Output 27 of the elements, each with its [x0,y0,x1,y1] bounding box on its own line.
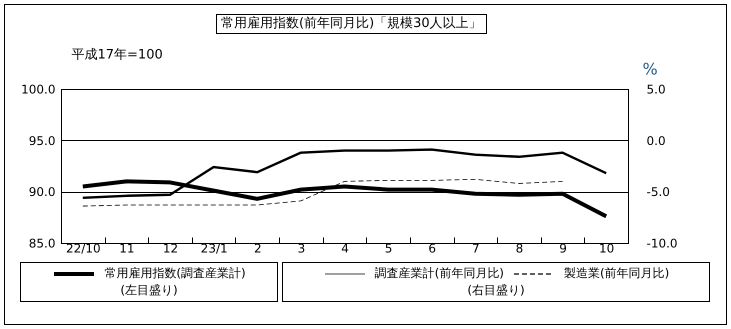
y-tick-label: 95.0 [28,134,56,148]
text: (左目盛り) [119,282,179,299]
y2-tick-label: 0.0 [646,134,666,148]
text: (右目盛り) [466,282,526,299]
x-tick-label: 22/10 [66,242,101,256]
y-tick-label: 90.0 [28,185,56,200]
chart-title: 常用雇用指数(前年同月比)「規模30人以上」 [216,14,487,34]
x-tick-label: 12 [162,242,178,256]
y2-tick-label: -5.0 [646,185,670,200]
x-tick-label: 10 [599,242,614,256]
x-tick-label: 4 [341,242,349,256]
x-tick-label: 9 [559,242,567,256]
x-tick-label: 5 [384,242,392,256]
x-tick-label: 7 [472,242,480,256]
x-tick-label: 6 [428,242,436,256]
x-tick-label: 8 [516,242,524,256]
y2-axis-title: % [642,60,658,78]
y2-tick-label: -10.0 [646,236,678,250]
legend-label: 製造業(前年同月比) [564,265,670,282]
y-axis-title: 平成17年=100 [72,48,163,62]
y-tick-label: 85.0 [28,236,56,250]
legend-label: 常用雇用指数(調査産業計) [104,265,246,282]
legend-label: 調査産業計(前年同月比) [374,265,504,282]
y-tick-label: 100.0 [21,82,56,96]
x-tick-label: 11 [119,242,135,256]
y2-tick-label: 5.0 [646,82,666,96]
x-tick-label: 23/1 [200,242,228,256]
